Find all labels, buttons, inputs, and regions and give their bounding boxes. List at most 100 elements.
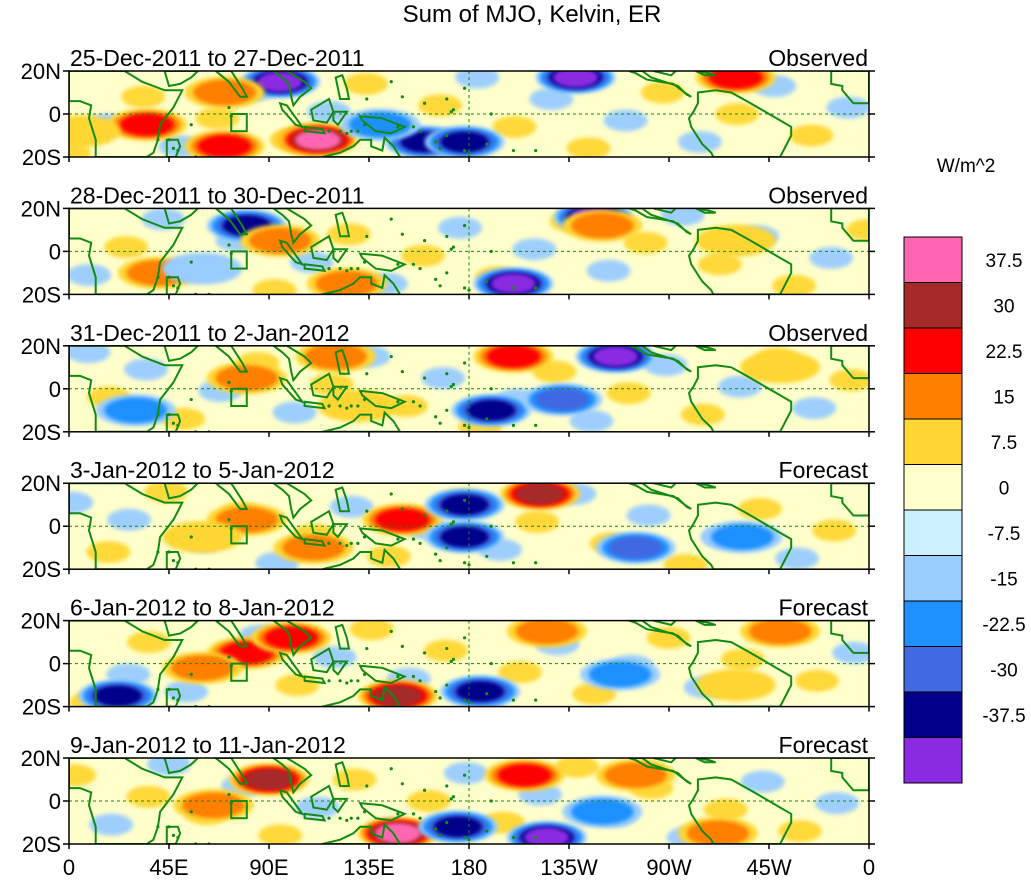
anomaly-blob: [329, 495, 374, 518]
coastline: [310, 784, 335, 811]
coastline: [271, 483, 313, 520]
colorbar-swatch: [903, 236, 963, 283]
anomaly-contour: [695, 823, 741, 843]
colorbar-tick-label: 37.5: [986, 251, 1023, 272]
island: [389, 80, 393, 84]
island: [362, 123, 367, 127]
island: [438, 559, 442, 563]
island: [396, 262, 400, 266]
anomaly-blob: [423, 639, 468, 662]
map-panel: 20N 0 20S 6-Jan-2012 to 8-Jan-2012 Forecast: [21, 595, 875, 720]
island: [389, 217, 393, 221]
y-tick-label: 0: [49, 377, 61, 402]
anomaly-blob: [515, 510, 560, 533]
anomaly-blob: [740, 770, 785, 793]
island: [396, 812, 400, 816]
island: [445, 683, 449, 687]
colorbar-tick-label: 7.5: [991, 433, 1017, 454]
anomaly-contour: [472, 402, 511, 419]
island: [418, 679, 422, 683]
colorbar-tick-label: 15: [993, 387, 1014, 408]
island: [411, 674, 416, 679]
anomaly-blob: [69, 491, 94, 514]
anomaly-contour: [204, 137, 246, 155]
x-tick-label: 0: [863, 855, 875, 880]
island: [338, 541, 342, 546]
panel-period-label: 31-Dec-2011 to 2-Jan-2012: [70, 320, 350, 346]
island: [422, 513, 427, 518]
anomaly-contour: [541, 391, 583, 409]
island: [396, 400, 400, 404]
x-tick-label: 180: [451, 855, 488, 880]
colorbar-swatch: [903, 418, 963, 465]
coastline: [830, 208, 869, 242]
colorbar-swatch: [903, 691, 963, 738]
coastline: [628, 758, 692, 785]
island: [400, 507, 404, 511]
anomaly-blob: [829, 369, 869, 392]
island: [438, 146, 442, 150]
island: [534, 835, 538, 840]
island: [462, 423, 467, 427]
anomaly-contour: [460, 683, 500, 700]
anomaly-blob: [795, 669, 839, 692]
island: [227, 380, 231, 384]
coastline: [303, 812, 327, 822]
coastline: [278, 788, 305, 816]
island: [189, 123, 193, 127]
coastline: [653, 345, 678, 352]
coastline: [332, 797, 349, 814]
island: [445, 646, 449, 651]
anomaly-contour: [492, 348, 534, 366]
anomaly-contour: [270, 629, 312, 647]
island: [467, 151, 471, 155]
anomaly-contour: [753, 356, 808, 379]
island: [156, 413, 160, 417]
panel-period-label: 9-Jan-2012 to 11-Jan-2012: [70, 732, 346, 758]
anomaly-contour: [715, 71, 757, 86]
island: [345, 269, 349, 273]
island: [345, 131, 349, 135]
island: [445, 408, 449, 412]
anomaly-blob: [141, 208, 186, 231]
y-tick-label: 0: [49, 789, 61, 814]
island: [434, 689, 438, 694]
anomaly-blob: [366, 545, 411, 568]
island: [167, 687, 171, 692]
island: [327, 404, 331, 408]
island: [356, 404, 360, 408]
coastline: [687, 89, 793, 157]
island: [345, 543, 349, 548]
island: [227, 655, 231, 659]
colorbar-tick-label: -30: [990, 660, 1017, 681]
coastline: [358, 527, 408, 547]
x-tick-label: 90W: [646, 855, 691, 880]
island: [449, 385, 453, 389]
colorbar-unit-label: W/m^2: [937, 156, 996, 177]
anomaly-contour: [112, 401, 159, 420]
island: [511, 423, 516, 427]
anomaly-blob: [697, 253, 742, 276]
anomaly-blob: [406, 790, 451, 812]
island: [338, 267, 342, 271]
coastline: [830, 758, 869, 792]
island: [462, 86, 467, 90]
island: [445, 784, 449, 788]
island: [171, 284, 176, 288]
anomaly-contour: [445, 133, 484, 150]
anomaly-contour: [579, 216, 626, 235]
coastline: [695, 758, 717, 764]
island: [438, 284, 442, 288]
coastline: [358, 115, 408, 135]
island: [445, 271, 449, 275]
coastline: [303, 400, 327, 410]
island: [356, 679, 360, 683]
coastline: [358, 801, 408, 822]
coastline: [687, 501, 793, 570]
anomaly-contour: [597, 665, 643, 684]
island: [534, 148, 538, 153]
island: [345, 818, 349, 822]
coastline: [278, 513, 305, 541]
y-tick-label: 20S: [22, 557, 61, 582]
